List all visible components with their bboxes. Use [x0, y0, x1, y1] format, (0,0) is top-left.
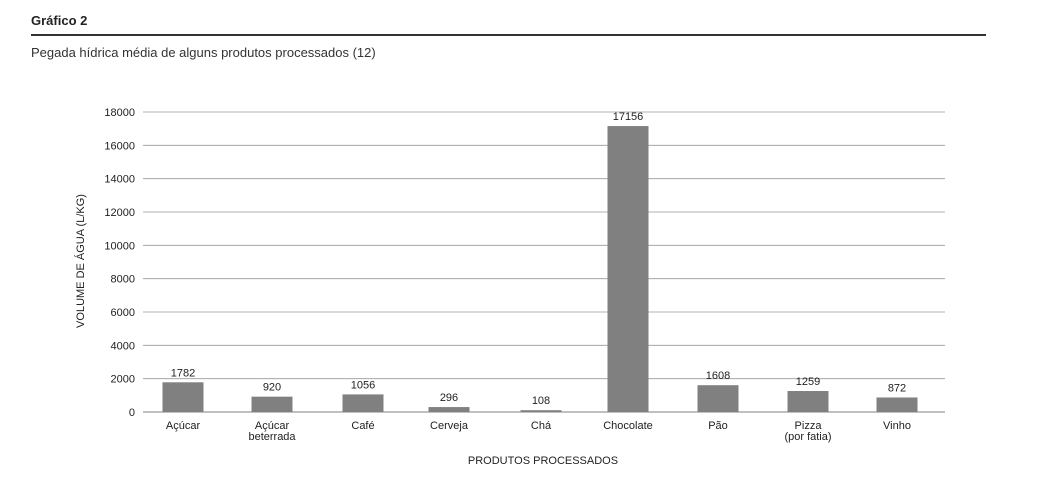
value-label: 1608	[706, 370, 730, 382]
x-tick-label: Chocolate	[603, 420, 653, 432]
value-label: 108	[532, 395, 550, 407]
grid-lines	[143, 111, 945, 413]
x-tick-label: beterrada	[248, 431, 296, 443]
x-tick-label: Café	[351, 420, 374, 432]
bar	[428, 407, 470, 412]
x-tick-label: Cerveja	[430, 420, 469, 432]
bar	[787, 391, 829, 412]
bar	[697, 385, 739, 412]
y-tick-label: 4000	[111, 340, 135, 352]
value-label: 1259	[796, 376, 820, 388]
bar	[162, 382, 204, 412]
x-tick-label: Açúcar	[255, 420, 290, 432]
y-tick-label: 10000	[104, 240, 135, 252]
value-label: 1056	[351, 379, 375, 391]
y-tick-label: 6000	[111, 307, 135, 319]
x-tick-label: Vinho	[883, 420, 911, 432]
value-label: 872	[888, 382, 906, 394]
value-label: 17156	[613, 111, 644, 123]
y-tick-label: 8000	[111, 274, 135, 286]
x-tick-label: Chá	[531, 420, 552, 432]
x-tick-label: Pão	[708, 420, 728, 432]
title-rule	[31, 34, 986, 36]
y-axis-label: VOLUME DE ÁGUA (L/KG)	[74, 194, 87, 328]
x-axis-label: PRODUTOS PROCESSADOS	[468, 455, 618, 467]
y-tick-label: 12000	[104, 207, 135, 219]
y-tick-labels: 0 2000 4000 6000 8000 10000 12000 14000 16000 180…	[104, 107, 135, 419]
y-tick-label: 2000	[111, 374, 135, 386]
y-tick-label: 16000	[104, 140, 135, 152]
value-label: 296	[440, 392, 458, 404]
bar	[251, 396, 293, 412]
y-tick-label: 18000	[104, 107, 135, 119]
y-tick-label: 14000	[104, 174, 135, 186]
x-tick-label: Açúcar	[166, 420, 201, 432]
y-tick-label: 0	[129, 407, 135, 419]
bar	[607, 126, 649, 413]
value-label: 920	[263, 382, 281, 394]
value-label: 1782	[171, 367, 195, 379]
chart-subtitle: Pegada hídrica média de alguns produtos …	[31, 45, 376, 60]
value-labels: 1782 920 1056 296 108 17156 1608 1259 872	[171, 111, 906, 407]
bar	[876, 397, 918, 412]
figure-label: Gráfico 2	[31, 13, 88, 28]
bar	[342, 394, 384, 412]
bar	[520, 410, 562, 412]
x-tick-label: (por fatia)	[784, 431, 831, 443]
x-tick-label: Pizza	[795, 420, 823, 432]
bars	[162, 126, 918, 413]
